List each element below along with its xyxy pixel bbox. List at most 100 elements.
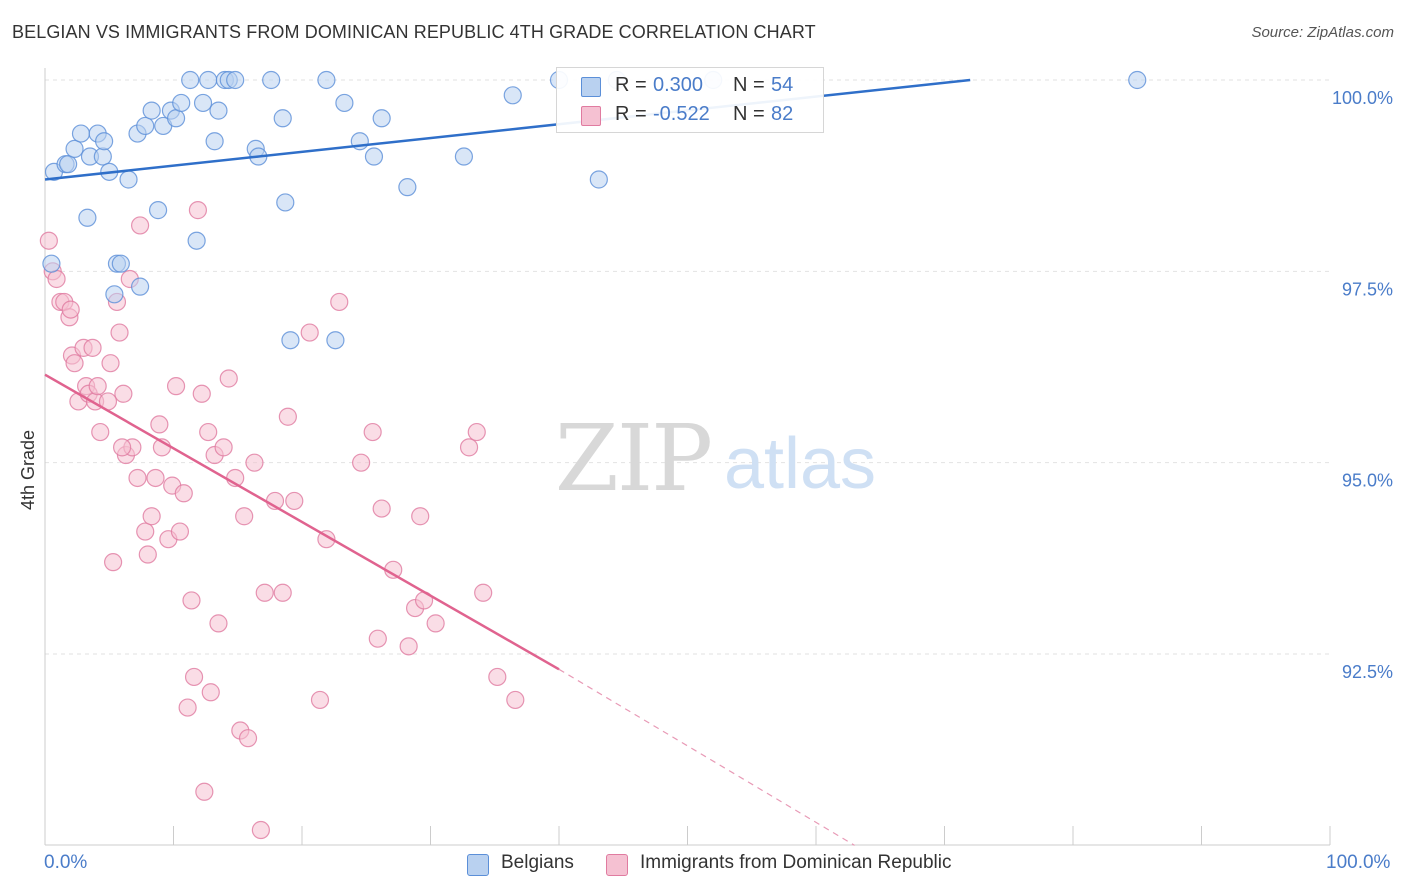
data-point-belgian [187,231,206,250]
x-axis-min-label: 0.0% [44,852,88,873]
data-point-belgian [193,93,213,113]
data-point-dominican [201,683,220,702]
data-point-dominican [199,422,218,442]
data-point-belgian [105,285,124,304]
data-point-belgian [71,124,91,143]
legend-swatch-pink [606,854,628,876]
data-point-dominican [65,354,84,373]
data-point-dominican [467,422,486,442]
data-point-dominican [130,216,150,235]
data-point-dominican [136,522,155,541]
data-point-belgian [372,109,391,128]
data-point-dominican [114,384,133,403]
data-point-belgian [503,86,522,105]
data-point-dominican [278,407,297,426]
data-point-dominican [170,522,190,541]
data-point-dominican [209,614,228,633]
data-point-dominican [110,323,129,342]
legend-row-belgians: R = 0.300 N = 54 [557,71,823,101]
data-point-belgian [281,331,300,350]
data-point-dominican [411,507,430,526]
n-value: 82 [771,103,794,125]
watermark-zip: ZIP [555,405,711,512]
data-point-dominican [245,453,264,472]
data-point-belgian [335,93,354,113]
data-point-belgian [95,132,114,151]
series-dominican-points [39,201,525,840]
data-point-dominican [506,690,525,710]
data-point-belgian [119,170,138,189]
data-point-belgian [326,331,345,350]
data-point-dominican [188,201,208,220]
data-point-dominican [255,583,274,602]
data-point-dominican [142,507,161,526]
data-point-dominican [146,468,165,488]
data-point-dominican [104,553,123,572]
data-point-belgian [1128,70,1147,90]
data-point-belgian [209,101,228,120]
r-value: -0.522 [653,103,710,125]
data-point-dominican [310,690,330,710]
data-point-dominican [238,729,258,748]
data-point-belgian [59,155,78,174]
data-point-dominican [251,820,270,840]
n-label: N = [733,103,765,125]
y-tick-label: 97.5% [1342,279,1393,299]
grid-lines [45,79,1330,655]
data-point-belgian [199,70,218,90]
data-point-dominican [39,231,58,250]
data-point-dominican [363,422,382,442]
data-point-dominican [219,369,238,388]
r-value: 0.300 [653,74,704,96]
y-tick-label: 100.0% [1332,88,1393,108]
data-point-dominican [182,591,201,610]
chart-title: BELGIAN VS IMMIGRANTS FROM DOMINICAN REP… [12,22,816,42]
data-point-dominican [372,499,391,518]
legend-label-belgians: Belgians [501,852,574,873]
data-point-belgian [276,193,295,212]
data-point-belgian [273,109,292,128]
data-point-dominican [83,338,102,357]
data-point-dominican [88,377,107,396]
data-point-belgian [148,201,168,220]
x-axis-max-label: 100.0% [1326,852,1391,873]
data-point-dominican [91,422,110,442]
data-point-dominican [368,629,387,648]
data-point-dominican [352,453,371,472]
correlation-legend: R = 0.300 N = 54 R = -0.522 N = 82 [556,67,824,133]
data-point-dominican [474,583,493,602]
data-point-belgian [93,147,112,166]
data-point-belgian [142,101,161,120]
legend-label-dominican: Immigrants from Dominican Republic [640,852,952,873]
source-label: Source: ZipAtlas.com [1251,24,1394,41]
data-point-belgian [166,109,186,128]
legend-swatch-blue [581,77,601,97]
data-point-belgian [181,70,200,90]
data-point-belgian [111,254,130,273]
data-point-belgian [262,70,281,90]
y-tick-label: 95.0% [1342,471,1393,491]
data-point-belgian [172,93,191,113]
data-point-dominican [214,438,233,457]
data-point-dominican [138,545,157,564]
data-point-dominican [101,354,120,373]
data-point-dominican [426,614,445,633]
r-label: R = [615,103,647,125]
n-value: 54 [771,74,794,96]
y-axis-title: 4th Grade [18,430,38,510]
data-point-dominican [300,323,319,342]
data-point-dominican [178,698,197,717]
data-point-dominican [47,269,66,289]
data-point-belgian [226,70,245,90]
y-tick-label: 92.5% [1342,662,1393,682]
legend-swatch-pink [581,106,601,126]
axes [44,68,1331,846]
y-tick-labels: 92.5% 95.0% 97.5% 100.0% [1332,88,1393,682]
data-point-dominican [166,377,186,396]
data-point-belgian [317,70,336,90]
data-point-dominican [184,667,204,687]
watermark-atlas: atlas [724,424,876,504]
data-point-dominican [112,438,132,457]
data-point-belgian [136,116,155,136]
